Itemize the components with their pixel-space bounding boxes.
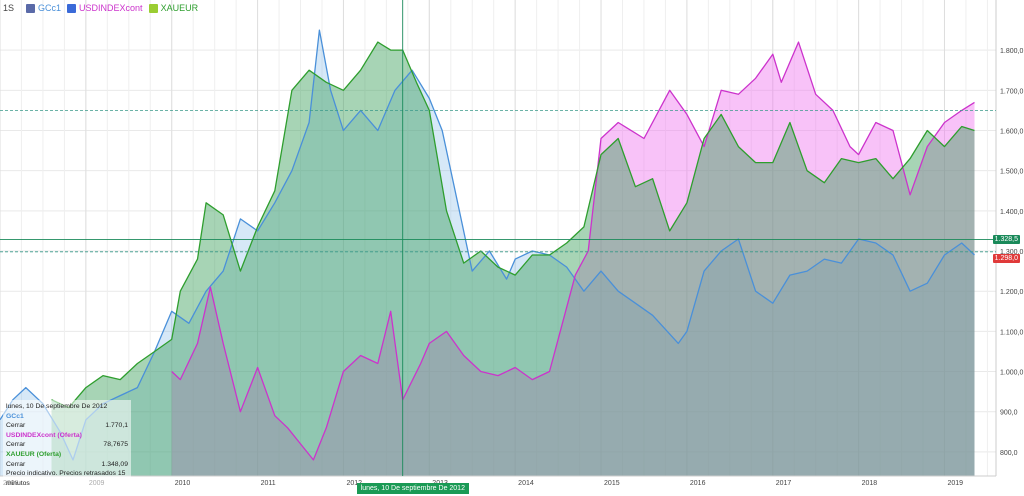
series-area-gcc1	[0, 30, 975, 476]
tooltip-value: 1.348,09	[101, 460, 128, 468]
symbol-usdindex-label: USDINDEXcont	[79, 3, 143, 13]
tooltip-name-usdindex: USDINDEXcont (Oferta)	[6, 431, 82, 439]
symbol-xaueur[interactable]: XAUEUR	[148, 3, 199, 13]
timeframe-selector[interactable]: 1S	[3, 3, 15, 13]
chart-grid	[0, 0, 996, 476]
symbol-xaueur-label: XAUEUR	[160, 3, 199, 13]
y-tick-label: 1.600,0	[1000, 128, 1023, 135]
plot-background	[0, 0, 996, 476]
x-tick-label: 2010	[175, 480, 191, 487]
tooltip-row-gcc1: Cerrar 1.770,1	[6, 421, 128, 431]
x-tick-label: 2018	[862, 480, 878, 487]
price-tag-crosshair: 1.328,5	[992, 234, 1020, 244]
tooltip-value: 1.770,1	[105, 422, 128, 430]
y-tick-label: 1.200,0	[1000, 289, 1023, 296]
series-line-usdindexcont	[171, 41, 975, 461]
tooltip-field: Cerrar	[6, 460, 26, 468]
tooltip-row-xaueur: Cerrar 1.348,09	[6, 460, 128, 470]
x-tick-label: 2019	[947, 480, 963, 487]
series-line-xaueur	[51, 41, 975, 409]
y-tick-label: 1.300,0	[1000, 249, 1023, 256]
data-tooltip: lunes, 10 De septiembre De 2012 GCc1 Cer…	[3, 400, 131, 491]
tooltip-name-xaueur: XAUEUR (Oferta)	[6, 450, 62, 458]
y-tick-label: 900,0	[1000, 410, 1018, 417]
x-tick-label: 2017	[776, 480, 792, 487]
symbol-gcc1[interactable]: GCc1	[26, 3, 61, 13]
symbol-usdindex[interactable]: USDINDEXcont	[67, 3, 143, 13]
xaueur-icon	[148, 3, 158, 13]
tooltip-row-usdindex: Cerrar 78,7675	[6, 440, 128, 450]
price-tag-last: 1.298,0	[992, 253, 1020, 263]
series-area-usdindexcont	[171, 42, 975, 476]
symbol-gcc1-label: GCc1	[38, 3, 62, 13]
y-tick-label: 1.800,0	[1000, 48, 1023, 55]
tooltip-value: 78,7675	[103, 441, 128, 449]
gcc1-icon	[26, 3, 36, 13]
y-tick-label: 1.400,0	[1000, 209, 1023, 216]
tooltip-name-gcc1: GCc1	[6, 412, 24, 420]
tooltip-field: Cerrar	[6, 441, 26, 449]
y-tick-label: 1.100,0	[1000, 329, 1023, 336]
crosshair-date-label: lunes, 10 De septiembre De 2012	[356, 483, 469, 494]
x-tick-label: 2016	[690, 480, 706, 487]
y-tick-label: 1.700,0	[1000, 88, 1023, 95]
tooltip-date: lunes, 10 De septiembre De 2012	[6, 403, 108, 410]
tooltip-note: Precio indicativo. Precios retrasados 15…	[6, 470, 126, 487]
symbol-toolbar: 1S GCc1 USDINDEXcont XAUEUR	[0, 0, 198, 16]
x-tick-label: 2011	[261, 480, 276, 487]
usdindex-icon	[67, 3, 77, 13]
y-tick-label: 1.500,0	[1000, 169, 1023, 176]
y-tick-label: 800,0	[1000, 450, 1018, 457]
tooltip-field: Cerrar	[6, 422, 26, 430]
x-tick-label: 2014	[518, 480, 534, 487]
y-tick-label: 1.000,0	[1000, 370, 1023, 377]
series-lines	[0, 29, 975, 461]
x-tick-label: 2012	[346, 480, 362, 487]
x-tick-label: 2015	[604, 480, 620, 487]
